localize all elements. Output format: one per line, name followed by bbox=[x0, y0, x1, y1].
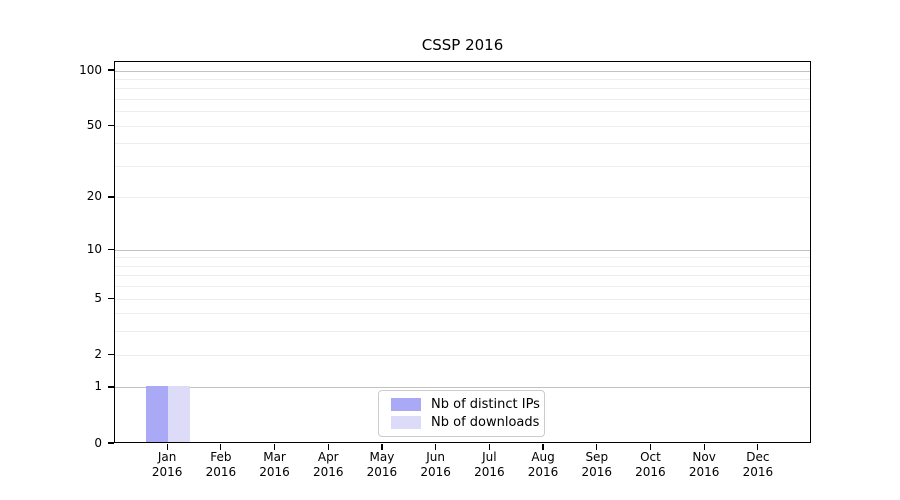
x-tick-label: Jan 2016 bbox=[151, 450, 183, 479]
major-gridline bbox=[115, 70, 810, 72]
y-tick-label: 10 bbox=[86, 241, 102, 256]
y-tick-label: 5 bbox=[94, 290, 102, 305]
legend-swatch bbox=[391, 416, 421, 429]
minor-gridline bbox=[115, 331, 810, 333]
x-tick-mark bbox=[273, 444, 276, 450]
minor-gridline bbox=[115, 265, 810, 267]
minor-gridline bbox=[115, 313, 810, 315]
minor-gridline bbox=[115, 166, 810, 167]
major-gridline bbox=[115, 249, 810, 251]
x-tick-label: Dec 2016 bbox=[742, 450, 774, 479]
legend: Nb of distinct IPs Nb of downloads bbox=[378, 390, 545, 437]
minor-gridline bbox=[115, 286, 810, 288]
x-tick-mark bbox=[435, 444, 437, 450]
minor-gridline bbox=[115, 88, 810, 90]
x-tick-mark bbox=[488, 444, 490, 450]
minor-gridline bbox=[115, 143, 810, 145]
y-tick-mark bbox=[108, 124, 114, 126]
legend-entry: Nb of distinct IPs bbox=[391, 397, 544, 412]
x-tick-label: Feb 2016 bbox=[205, 450, 237, 479]
minor-gridline bbox=[115, 354, 810, 356]
x-tick-mark bbox=[220, 444, 222, 450]
legend-swatch bbox=[391, 398, 421, 411]
major-gridline bbox=[115, 387, 810, 389]
x-tick-label: May 2016 bbox=[366, 450, 398, 479]
minor-gridline bbox=[115, 298, 810, 300]
bar-nb-of-distinct-ips-jan bbox=[145, 386, 169, 442]
plot-area bbox=[114, 61, 811, 443]
x-tick-label: Jun 2016 bbox=[420, 450, 451, 479]
x-tick-label: Oct 2016 bbox=[635, 450, 666, 479]
y-tick-label: 50 bbox=[86, 117, 102, 132]
y-tick-mark bbox=[108, 442, 114, 444]
y-tick-mark bbox=[108, 353, 114, 355]
minor-gridline bbox=[115, 78, 810, 80]
legend-label: Nb of distinct IPs bbox=[431, 397, 540, 412]
y-tick-label: 20 bbox=[86, 189, 102, 204]
y-tick-mark bbox=[108, 69, 114, 71]
y-tick-label: 2 bbox=[94, 346, 102, 361]
x-tick-mark bbox=[381, 444, 383, 450]
minor-gridline bbox=[115, 257, 810, 259]
bar-nb-of-downloads-jan bbox=[168, 386, 191, 442]
y-tick-mark bbox=[108, 248, 114, 250]
y-tick-label: 100 bbox=[79, 62, 102, 77]
x-tick-label: Sep 2016 bbox=[581, 450, 613, 479]
y-tick-label: 0 bbox=[94, 435, 102, 450]
minor-gridline bbox=[115, 197, 810, 199]
minor-gridline bbox=[115, 111, 810, 113]
x-tick-mark bbox=[166, 444, 168, 450]
x-tick-mark bbox=[649, 444, 652, 450]
x-tick-label: Jul 2016 bbox=[474, 450, 505, 479]
y-tick-mark bbox=[108, 386, 114, 388]
legend-entry: Nb of downloads bbox=[391, 415, 544, 430]
x-tick-mark bbox=[542, 444, 544, 450]
x-tick-label: Nov 2016 bbox=[688, 450, 720, 479]
minor-gridline bbox=[115, 125, 810, 127]
minor-gridline bbox=[115, 275, 810, 277]
x-tick-mark bbox=[757, 444, 759, 450]
x-tick-label: Apr 2016 bbox=[312, 450, 344, 479]
x-tick-mark bbox=[596, 444, 598, 450]
minor-gridline bbox=[115, 99, 810, 101]
chart-title: CSSP 2016 bbox=[421, 36, 504, 54]
x-tick-label: Mar 2016 bbox=[259, 450, 290, 479]
y-tick-mark bbox=[108, 297, 114, 299]
x-tick-label: Aug 2016 bbox=[527, 450, 559, 479]
x-tick-mark bbox=[327, 444, 329, 450]
legend-label: Nb of downloads bbox=[431, 415, 540, 430]
y-tick-mark bbox=[108, 196, 114, 198]
x-tick-mark bbox=[703, 444, 705, 450]
y-tick-label: 1 bbox=[94, 379, 102, 394]
